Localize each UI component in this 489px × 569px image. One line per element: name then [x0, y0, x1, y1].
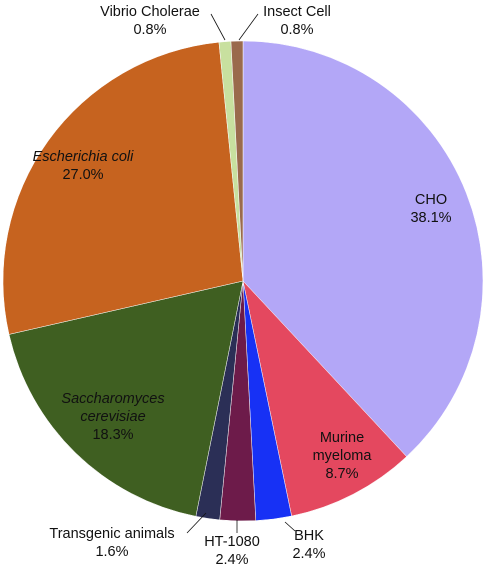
pie-slice-escherichia-coli [2, 41, 244, 335]
leader-line-transgenic-animals [186, 512, 207, 534]
slice-value-bhk: 2.4% [292, 546, 325, 562]
slice-label-insect-cell: Insect Cell 0.8% [263, 4, 331, 38]
slice-value-murine-myeloma: 8.7% [325, 466, 358, 482]
slice-label-ht-1080: HT-1080 2.4% [204, 534, 260, 568]
pie-slice-insect-cell [230, 40, 244, 282]
leader-line-bhk [284, 521, 296, 532]
slice-value-cho: 38.1% [410, 210, 451, 226]
slice-value-ht-1080: 2.4% [215, 552, 248, 568]
pie-slice-murine-myeloma [242, 280, 407, 517]
leader-line-vibrio-cholerae [210, 13, 226, 41]
slice-value-transgenic-animals: 1.6% [95, 544, 128, 560]
slice-label-escherichia-coli: Escherichia coli 27.0% [33, 149, 135, 183]
pie-slice-saccharomyces-cerevisiae [8, 280, 244, 517]
slice-label-transgenic-animals: Transgenic animals 1.6% [49, 526, 174, 560]
slice-value-escherichia-coli: 27.0% [62, 167, 103, 183]
slice-label-bhk: BHK 2.4% [292, 528, 325, 562]
slice-label-cho: CHO 38.1% [410, 192, 451, 226]
slice-value-saccharomyces-cerevisiae: 18.3% [92, 427, 133, 443]
slice-value-vibrio-cholerae: 0.8% [133, 22, 166, 38]
slice-value-insect-cell: 0.8% [280, 22, 313, 38]
leader-line-insect-cell [238, 13, 259, 41]
pie-slice-cho [242, 40, 484, 457]
slice-label-murine-myeloma: Murine myeloma 8.7% [313, 430, 373, 482]
slice-label-saccharomyces-cerevisiae: Saccharomyces cerevisiae 18.3% [61, 391, 164, 443]
slice-label-vibrio-cholerae: Vibrio Cholerae 0.8% [100, 4, 200, 38]
